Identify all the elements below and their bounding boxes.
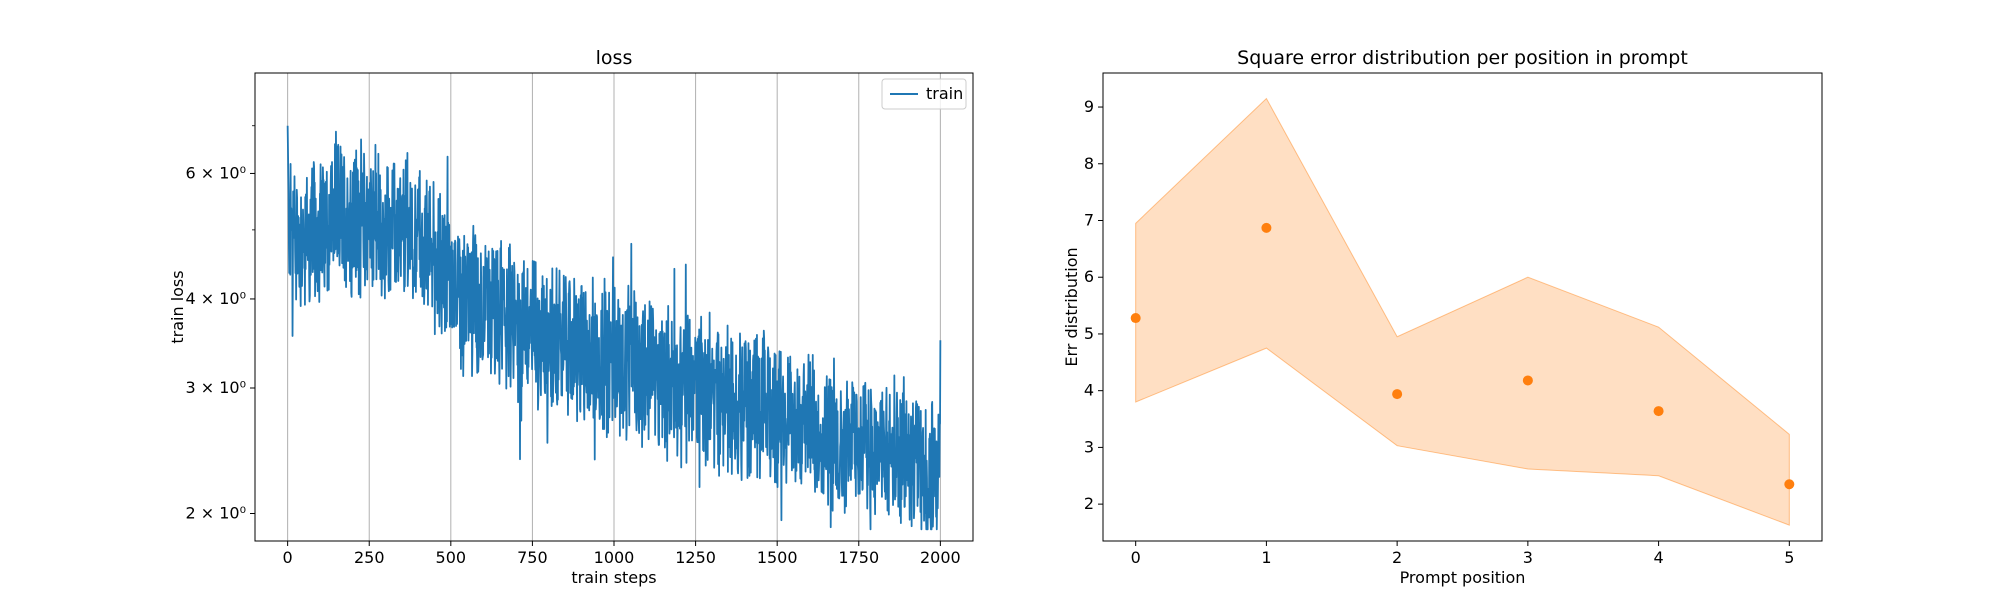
error-distribution-chart: 0 1 2 3 4 5 2 3 4 5 6 7 8 9 Square error distributio…: [1062, 47, 1823, 587]
y-tick-label: 4: [1084, 381, 1094, 400]
legend-train-label: train: [926, 84, 963, 103]
loss-chart-y-ticks: 2 × 10⁰ 3 × 10⁰ 4 × 10⁰ 6 × 10⁰: [185, 125, 255, 523]
error-chart-y-axis-label: Err distribution: [1062, 247, 1081, 366]
y-tick-label: 3 × 10⁰: [185, 378, 246, 397]
loss-chart-legend: train: [881, 78, 967, 110]
x-tick-label: 500: [436, 548, 467, 567]
error-point: [1130, 313, 1141, 324]
x-tick-label: 1500: [757, 548, 798, 567]
error-chart-x-ticks: 0 1 2 3 4 5: [1131, 541, 1794, 567]
error-chart-title: Square error distribution per position i…: [1237, 47, 1688, 69]
error-point: [1261, 222, 1272, 233]
y-tick-label: 6 × 10⁰: [185, 163, 246, 182]
error-point: [1522, 375, 1533, 386]
x-tick-label: 250: [354, 548, 385, 567]
x-tick-label: 1250: [675, 548, 716, 567]
x-tick-label: 2000: [920, 548, 961, 567]
loss-chart-title: loss: [596, 47, 633, 69]
x-tick-label: 1750: [838, 548, 879, 567]
y-tick-label: 5: [1084, 324, 1094, 343]
y-tick-label: 2: [1084, 494, 1094, 513]
error-point: [1392, 389, 1403, 400]
y-tick-label: 7: [1084, 210, 1094, 229]
error-chart-frame: [1102, 72, 1823, 542]
error-point: [1784, 479, 1795, 490]
loss-chart: 0 250 500 750 1000 1250 1500 1750 2000 2 × 10⁰ 3 …: [168, 47, 974, 587]
error-band: [1135, 97, 1790, 526]
y-tick-label: 3: [1084, 437, 1094, 456]
loss-chart-x-ticks: 0 250 500 750 1000 1250 1500 1750 2000: [283, 541, 961, 567]
x-tick-label: 3: [1523, 548, 1533, 567]
x-tick-label: 0: [1131, 548, 1141, 567]
loss-chart-y-axis-label: train loss: [168, 270, 187, 343]
loss-chart-x-axis-label: train steps: [571, 568, 656, 587]
y-tick-label: 4 × 10⁰: [185, 289, 246, 308]
y-tick-label: 6: [1084, 267, 1094, 286]
x-tick-label: 0: [283, 548, 293, 567]
x-tick-label: 750: [517, 548, 548, 567]
y-tick-label: 9: [1084, 97, 1094, 116]
y-tick-label: 2 × 10⁰: [185, 504, 246, 523]
y-tick-label: 8: [1084, 154, 1094, 173]
x-tick-label: 2: [1392, 548, 1402, 567]
legend-box: [881, 78, 967, 110]
error-point: [1653, 406, 1664, 417]
x-tick-label: 1000: [594, 548, 635, 567]
error-points: [1130, 222, 1795, 490]
x-tick-label: 1: [1261, 548, 1271, 567]
error-chart-x-axis-label: Prompt position: [1400, 568, 1526, 587]
train-loss-line: [286, 125, 942, 531]
x-tick-label: 4: [1653, 548, 1663, 567]
error-chart-y-ticks: 2 3 4 5 6 7 8 9: [1084, 97, 1103, 513]
x-tick-label: 5: [1784, 548, 1794, 567]
